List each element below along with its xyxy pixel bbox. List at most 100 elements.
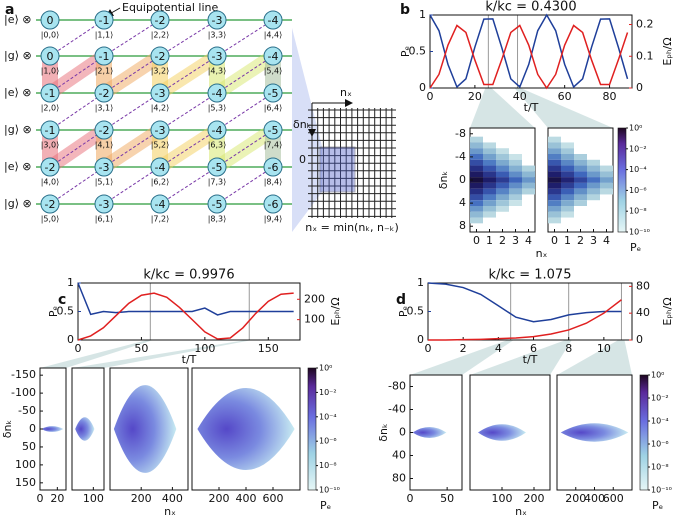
chart-title: k/kc = 1.075 <box>489 268 572 283</box>
state-node <box>150 157 170 177</box>
state-label: |2,1⟩ <box>95 67 114 76</box>
heat-cell <box>561 188 574 195</box>
state-node <box>94 10 114 30</box>
node-label: -6 <box>268 161 279 174</box>
heat-cell <box>470 188 483 195</box>
inset-y-label: δnₖ <box>1 420 14 438</box>
lattice-box <box>319 146 356 193</box>
state-label: |6,2⟩ <box>151 178 170 187</box>
inset-x-tick-label: 50 <box>440 492 454 505</box>
heat-cell <box>522 177 535 183</box>
inset-x-tick-label: 4 <box>525 234 532 247</box>
dashed-link <box>216 55 274 94</box>
state-label: |5,0⟩ <box>41 215 60 224</box>
colorbar-tick-label: 10⁻⁸ <box>319 461 337 470</box>
lattice-origin: 0 <box>299 153 306 166</box>
heat-cell <box>574 165 587 172</box>
heat-cell <box>509 177 522 183</box>
inset-x-label: nₓ <box>515 505 527 518</box>
dashed-link <box>103 55 161 94</box>
zoom-connector <box>470 340 572 375</box>
inset-y-tick-label: -50 <box>18 404 36 417</box>
heat-shape <box>41 426 64 432</box>
heat-cell <box>509 188 522 195</box>
colorbar-tick-label: 10⁻¹⁰ <box>629 228 650 237</box>
x-tick-label: 8 <box>565 342 572 355</box>
state-label: |4,1⟩ <box>95 141 114 150</box>
state-node <box>40 10 60 30</box>
inset-x-tick-label: 0 <box>37 492 44 505</box>
heat-cell <box>470 206 483 212</box>
dashed-link <box>159 129 218 168</box>
node-label: 0 <box>47 14 54 27</box>
zoom-connector <box>470 88 535 128</box>
node-label: -3 <box>212 50 223 63</box>
inset-y-tick-label: 150 <box>15 476 36 489</box>
y2-tick-label: 200 <box>304 292 325 305</box>
state-node <box>207 194 227 214</box>
heat-cell <box>509 200 522 206</box>
inset-x-tick-label: 400 <box>162 492 183 505</box>
heat-cell <box>574 154 587 160</box>
colorbar-label: Pₑ <box>630 241 641 254</box>
inset-y-tick-label: 50 <box>22 440 36 453</box>
heat-cell <box>600 165 613 172</box>
y-tick-label: 0.5 <box>409 45 427 58</box>
heat-cell <box>561 182 574 189</box>
inset-y-tick-label: 0 <box>459 173 466 186</box>
inset-y-label: δnₖ <box>377 423 390 441</box>
heat-cell <box>587 159 600 166</box>
inset-x-tick-label: 200 <box>524 492 545 505</box>
y2-tick-label: 0 <box>636 81 643 94</box>
colorbar-tick-label: 10⁻⁸ <box>629 207 647 216</box>
heat-cell <box>548 142 561 149</box>
inset-x-tick-label: 1 <box>564 234 571 247</box>
heat-cell <box>587 182 600 189</box>
y-axis-label: Pₑ <box>47 306 60 317</box>
state-node <box>207 46 227 66</box>
inset-x-tick-label: 0 <box>551 234 558 247</box>
y-tick-label: 1 <box>417 276 424 289</box>
heat-cell <box>600 171 613 178</box>
heat-cell <box>587 165 600 172</box>
heat-cell <box>496 182 509 189</box>
heat-cell <box>574 177 587 183</box>
inset-y-tick-label: 100 <box>15 458 36 471</box>
state-node <box>150 194 170 214</box>
colorbar-tick-label: 10⁻² <box>651 394 669 403</box>
heat-cell <box>574 159 587 166</box>
series-line <box>428 299 622 341</box>
state-node <box>40 120 60 140</box>
inset-y-tick-label: -100 <box>11 386 36 399</box>
heat-cell <box>483 211 496 218</box>
colorbar-label: Pₑ <box>320 499 331 512</box>
heat-cell <box>496 206 509 212</box>
state-node <box>150 46 170 66</box>
x-tick-label: 80 <box>603 90 617 103</box>
inset-y-tick-label: -4 <box>455 150 466 163</box>
state-label: |6,3⟩ <box>208 141 227 150</box>
heat-cell <box>496 194 509 201</box>
inset-y-tick-label: 4 <box>459 196 466 209</box>
node-label: -1 <box>99 14 110 27</box>
heat-cell <box>496 148 509 154</box>
lattice-formula: nₓ = min(nₖ, n₋ₖ) <box>305 221 399 234</box>
colorbar-tick-label: 10⁰ <box>319 364 332 373</box>
x-tick-label: 20 <box>468 90 482 103</box>
heat-cell <box>509 182 522 189</box>
heat-cell <box>496 154 509 160</box>
y-axis-label: Pₑ <box>399 46 412 57</box>
heat-cell <box>548 194 561 201</box>
zoom-cone <box>292 28 322 232</box>
state-node <box>207 157 227 177</box>
heat-cell <box>548 200 561 206</box>
state-label: |7,4⟩ <box>264 141 283 150</box>
state-label: |3,3⟩ <box>208 31 227 40</box>
colorbar-tick-label: 10⁻⁴ <box>319 412 337 421</box>
annotation: Equipotential line <box>122 1 218 14</box>
state-label: |4,4⟩ <box>264 31 283 40</box>
dashed-link <box>49 166 105 205</box>
heat-cell <box>522 165 535 172</box>
colorbar-label: Pₑ <box>652 499 663 512</box>
colorbar-tick-label: 10⁻⁴ <box>629 165 647 174</box>
